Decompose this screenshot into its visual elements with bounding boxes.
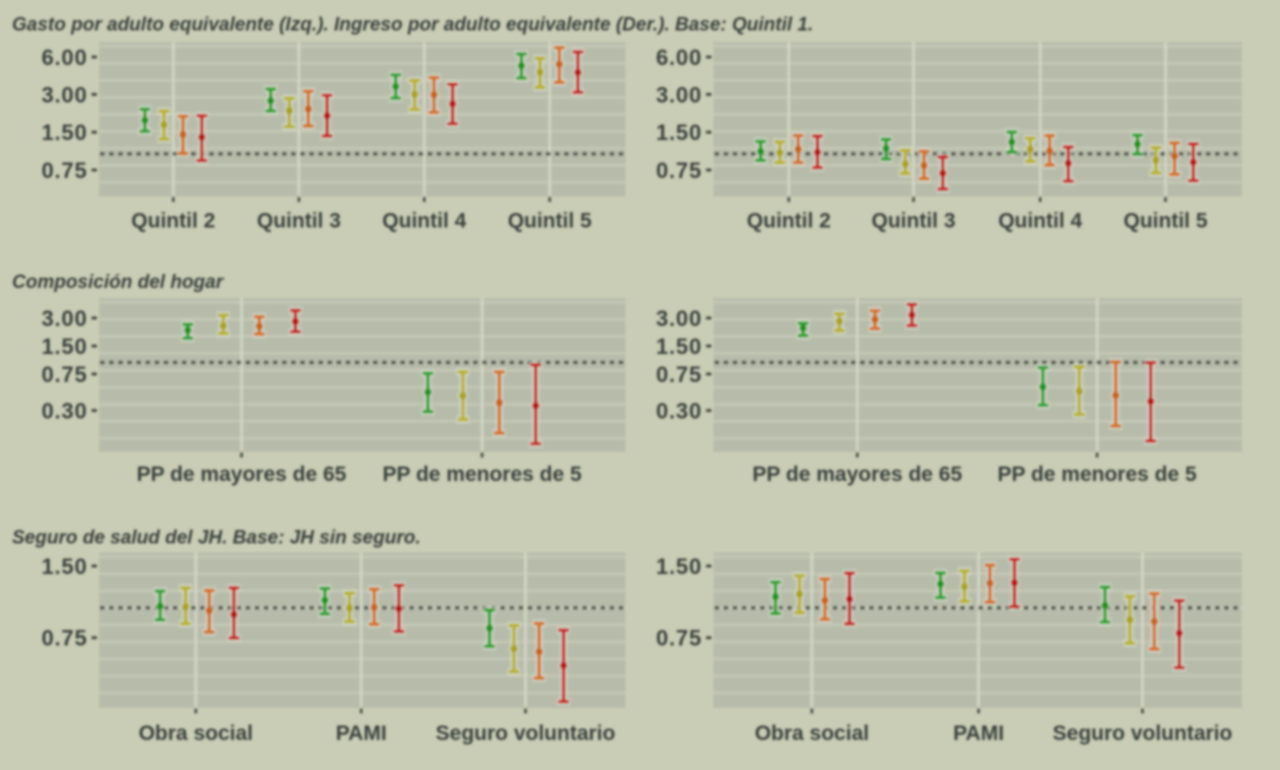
svg-text:PP de mayores de 65: PP de mayores de 65: [137, 463, 347, 486]
svg-text:Seguro voluntario: Seguro voluntario: [1053, 722, 1233, 745]
svg-text:Quintil 5: Quintil 5: [1124, 210, 1208, 233]
svg-text:1.50: 1.50: [41, 120, 87, 145]
svg-text:1.50: 1.50: [41, 334, 87, 359]
svg-text:1.50: 1.50: [656, 334, 702, 359]
svg-text:6.00: 6.00: [41, 45, 87, 70]
svg-text:0.75: 0.75: [656, 158, 702, 183]
svg-text:Obra social: Obra social: [755, 722, 869, 745]
svg-text:6.00: 6.00: [656, 45, 702, 70]
svg-text:PAMI: PAMI: [953, 722, 1004, 745]
svg-text:Quintil 3: Quintil 3: [257, 210, 341, 233]
svg-text:Quintil 4: Quintil 4: [998, 210, 1082, 233]
svg-text:PP de menores de 5: PP de menores de 5: [382, 463, 582, 486]
svg-text:0.75: 0.75: [41, 626, 87, 651]
svg-text:Seguro voluntario: Seguro voluntario: [436, 722, 616, 745]
svg-text:3.00: 3.00: [41, 306, 87, 331]
svg-text:Quintil 3: Quintil 3: [872, 210, 956, 233]
svg-text:PAMI: PAMI: [336, 722, 387, 745]
svg-text:0.75: 0.75: [41, 362, 87, 387]
svg-text:Obra social: Obra social: [139, 722, 253, 745]
svg-text:Seguro de salud del JH. Base:: Seguro de salud del JH. Base: JH sin seg…: [12, 528, 421, 549]
svg-text:3.00: 3.00: [656, 306, 702, 331]
svg-text:Composición del hogar: Composición del hogar: [12, 272, 225, 293]
svg-text:PP de menores de 5: PP de menores de 5: [997, 463, 1197, 486]
svg-text:Quintil 2: Quintil 2: [747, 210, 831, 233]
svg-text:Quintil 5: Quintil 5: [508, 210, 592, 233]
svg-text:0.30: 0.30: [41, 399, 87, 424]
svg-text:3.00: 3.00: [656, 82, 702, 107]
svg-text:1.50: 1.50: [656, 120, 702, 145]
svg-text:0.30: 0.30: [656, 399, 702, 424]
svg-text:0.75: 0.75: [41, 158, 87, 183]
svg-text:PP de mayores de 65: PP de mayores de 65: [752, 463, 962, 486]
svg-text:3.00: 3.00: [41, 82, 87, 107]
svg-text:Quintil 4: Quintil 4: [382, 210, 466, 233]
svg-text:0.75: 0.75: [656, 626, 702, 651]
svg-text:1.50: 1.50: [656, 554, 702, 579]
svg-text:0.75: 0.75: [656, 362, 702, 387]
svg-text:1.50: 1.50: [41, 554, 87, 579]
svg-text:Quintil 2: Quintil 2: [131, 210, 215, 233]
svg-text:Gasto por adulto equivalente (: Gasto por adulto equivalente (Izq.). Ing…: [12, 15, 813, 36]
